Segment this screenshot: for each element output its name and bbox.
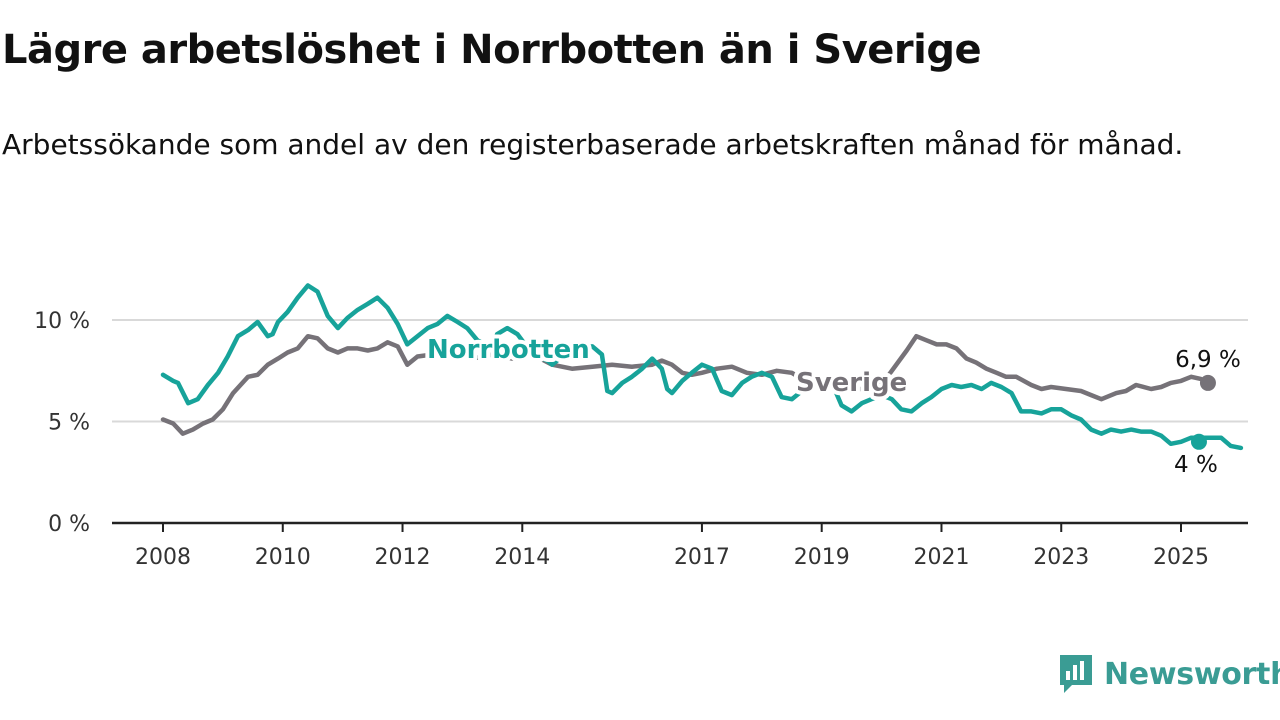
end-label-sverige: 6,9 % — [1175, 347, 1241, 373]
series-line-norrbotten — [160, 283, 1244, 451]
x-tick-label: 2021 — [913, 545, 969, 570]
newsworthy-logo: Newsworthy — [1058, 652, 1280, 696]
series-label-sverige: Sverige — [796, 368, 907, 398]
x-tick-label: 2023 — [1033, 545, 1089, 570]
chart-title: Lägre arbetslöshet i Norrbotten än i Sve… — [2, 27, 982, 73]
x-tick-label: 2019 — [794, 545, 850, 570]
end-marker-norrbotten — [1190, 433, 1207, 450]
chart-subtitle: Arbetssökande som andel av den registerb… — [2, 128, 1184, 161]
x-tick-label: 2008 — [135, 545, 191, 570]
newsworthy-logo-text: Newsworthy — [1104, 656, 1280, 692]
x-tick-label: 2025 — [1153, 545, 1209, 570]
y-tick-label: 5 % — [48, 411, 90, 436]
x-tick-label: 2017 — [674, 545, 730, 570]
x-tick-label: 2010 — [255, 545, 311, 570]
newsworthy-logo-icon — [1060, 655, 1092, 693]
x-tick-label: 2012 — [375, 545, 431, 570]
series-label-norrbotten: Norrbotten — [427, 335, 590, 365]
end-label-norrbotten: 4 % — [1174, 452, 1218, 478]
y-tick-label: 10 % — [34, 309, 90, 334]
end-marker-sverige — [1199, 374, 1216, 391]
y-tick-label: 0 % — [48, 512, 90, 537]
x-tick-label: 2014 — [494, 545, 550, 570]
series-line-sverige — [160, 333, 1211, 436]
